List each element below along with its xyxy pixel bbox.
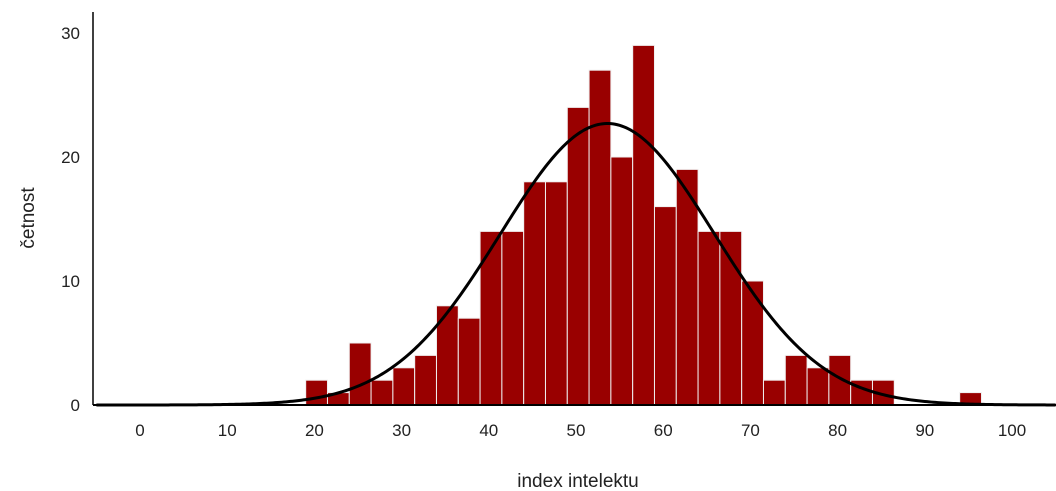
x-tick-label: 50 [567,421,586,440]
histogram-bar [305,379,328,406]
x-tick-label: 70 [741,421,760,440]
normal-curve [96,122,1056,407]
x-tick-labels: 0 10 20 30 40 50 60 70 80 90 100 [135,421,1026,440]
histogram-bar [784,354,808,406]
histogram-bar [479,230,503,406]
x-tick-label: 0 [135,421,144,440]
x-tick-label: 10 [218,421,237,440]
histogram-bar [501,230,525,406]
histogram-bar [457,317,481,406]
x-axis-title: index intelektu [517,471,638,491]
histogram-bar [653,206,677,406]
histogram-bar [632,44,655,406]
histogram-bars [305,44,982,406]
y-tick-labels: 0 10 20 30 [61,24,80,415]
y-tick-label: 30 [61,24,80,43]
x-tick-label: 100 [998,421,1026,440]
histogram-bar [523,181,546,406]
y-tick-label: 20 [61,148,80,167]
histogram-bar [392,367,416,406]
histogram-bar [348,342,372,406]
y-tick-label: 0 [71,396,80,415]
x-tick-label: 80 [828,421,847,440]
histogram-bar [588,69,612,406]
histogram-bar [370,379,394,406]
x-tick-label: 40 [479,421,498,440]
x-tick-label: 60 [654,421,673,440]
histogram-bar [544,181,568,406]
histogram-bar [828,354,852,406]
histogram-bar [414,354,437,406]
x-tick-label: 30 [392,421,411,440]
histogram-bar [762,379,786,406]
y-tick-label: 10 [61,272,80,291]
y-axis-title: četnost [18,187,39,249]
histogram-bar [806,367,830,406]
x-tick-label: 90 [915,421,934,440]
x-tick-label: 20 [305,421,324,440]
histogram-bar [741,280,764,406]
histogram-bar [697,230,721,406]
histogram-bar [610,156,634,406]
histogram-bar [566,106,590,406]
